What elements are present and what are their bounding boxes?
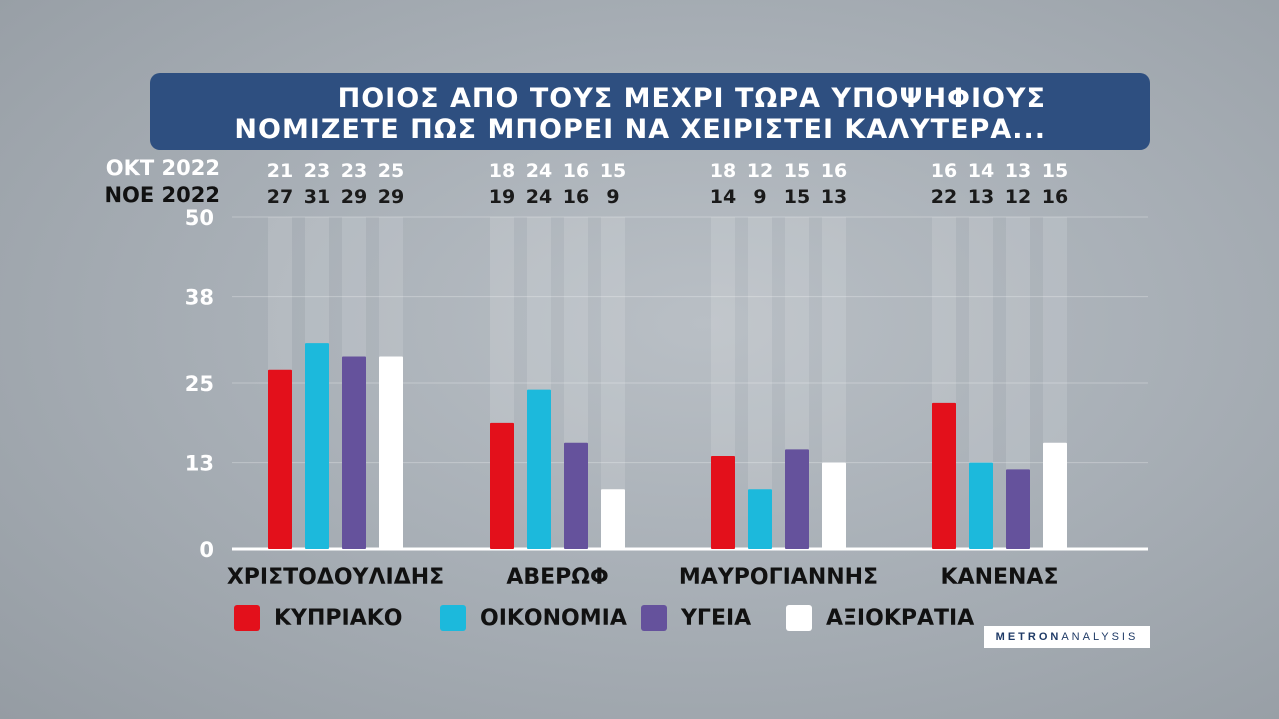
bar bbox=[932, 402, 956, 549]
nov-value-label: 9 bbox=[606, 186, 619, 208]
bar bbox=[527, 389, 551, 549]
oct-value-label: 18 bbox=[710, 160, 736, 182]
nov-value-label: 27 bbox=[267, 186, 293, 208]
oct-value-label: 15 bbox=[784, 160, 810, 182]
legend-item: ΟΙΚΟΝΟΜΙΑ bbox=[440, 604, 627, 632]
oct-value-label: 15 bbox=[600, 160, 626, 182]
logo-part-1: METRON bbox=[995, 631, 1062, 643]
bar bbox=[1043, 442, 1067, 549]
category-label: ΜΑΥΡΟΓΙΑΝΝΗΣ bbox=[678, 565, 879, 590]
bar-track bbox=[932, 217, 956, 549]
bar bbox=[305, 343, 329, 549]
bar bbox=[711, 456, 735, 549]
bar bbox=[379, 356, 403, 549]
nov-value-label: 13 bbox=[968, 186, 994, 208]
nov-value-label: 29 bbox=[341, 186, 367, 208]
bar bbox=[268, 369, 292, 549]
nov-value-label: 22 bbox=[931, 186, 957, 208]
bar-track bbox=[564, 217, 588, 549]
oct-value-label: 23 bbox=[304, 160, 330, 182]
category-label: ΧΡΙΣΤΟΔΟΥΛΙΔΗΣ bbox=[226, 565, 445, 590]
bar bbox=[1006, 469, 1030, 549]
oct-value-label: 14 bbox=[968, 160, 994, 182]
bar-track bbox=[601, 217, 625, 549]
bar-track bbox=[490, 217, 514, 549]
bar bbox=[490, 422, 514, 549]
bar bbox=[785, 449, 809, 549]
bar bbox=[601, 489, 625, 549]
oct-value-label: 13 bbox=[1005, 160, 1031, 182]
oct-value-label: 12 bbox=[747, 160, 773, 182]
nov-value-label: 31 bbox=[304, 186, 330, 208]
bar bbox=[342, 356, 366, 549]
oct-value-label: 23 bbox=[341, 160, 367, 182]
chart-title-banner: ΠΟΙΟΣ ΑΠΟ ΤΟΥΣ ΜΕΧΡΙ ΤΩΡΑ ΥΠΟΨΗΦΙΟΥΣ ΝΟΜ… bbox=[150, 73, 1150, 150]
y-tick-label: 13 bbox=[185, 452, 214, 476]
nov-value-label: 13 bbox=[821, 186, 847, 208]
bar-track bbox=[1043, 217, 1067, 549]
nov-value-label: 12 bbox=[1005, 186, 1031, 208]
oct-value-label: 16 bbox=[931, 160, 957, 182]
category-label: ΑΒΕΡΩΦ bbox=[506, 565, 609, 590]
oct-value-label: 24 bbox=[526, 160, 552, 182]
category-label: ΚΑΝΕΝΑΣ bbox=[940, 565, 1059, 590]
legend-label: ΟΙΚΟΝΟΜΙΑ bbox=[480, 605, 627, 631]
oct-value-label: 16 bbox=[821, 160, 847, 182]
legend-item: ΥΓΕΙΑ bbox=[641, 604, 751, 632]
y-tick-label: 50 bbox=[185, 206, 214, 230]
bar-track bbox=[268, 217, 292, 549]
oct-value-label: 16 bbox=[563, 160, 589, 182]
y-tick-label: 38 bbox=[185, 286, 214, 310]
bar-track bbox=[305, 217, 329, 549]
bar-track bbox=[342, 217, 366, 549]
nov-value-label: 29 bbox=[378, 186, 404, 208]
nov-value-label: 9 bbox=[753, 186, 766, 208]
legend-item: ΑΞΙΟΚΡΑΤΙΑ bbox=[786, 604, 974, 632]
bar bbox=[969, 462, 993, 549]
legend-item: ΚΥΠΡΙΑΚΟ bbox=[234, 604, 402, 632]
chart-title-line-2: ΝΟΜΙΖΕΤΕ ΠΩΣ ΜΠΟΡΕΙ ΝΑ ΧΕΙΡΙΣΤΕΙ ΚΑΛΥΤΕΡ… bbox=[234, 114, 1046, 145]
oct-value-label: 18 bbox=[489, 160, 515, 182]
nov-value-label: 14 bbox=[710, 186, 736, 208]
y-tick-label: 0 bbox=[199, 538, 214, 562]
legend-swatch bbox=[786, 605, 812, 631]
row-label-oct-2022: ΟΚΤ 2022 bbox=[105, 156, 220, 180]
nov-value-label: 16 bbox=[563, 186, 589, 208]
legend-label: ΑΞΙΟΚΡΑΤΙΑ bbox=[826, 605, 975, 631]
bar-track bbox=[379, 217, 403, 549]
nov-value-label: 19 bbox=[489, 186, 515, 208]
legend-label: ΥΓΕΙΑ bbox=[681, 605, 752, 631]
metron-analysis-logo: METRON ANALYSIS bbox=[984, 626, 1150, 648]
legend-swatch bbox=[440, 605, 466, 631]
row-label-nov-2022: ΝΟΕ 2022 bbox=[104, 183, 220, 207]
bar-track bbox=[969, 217, 993, 549]
legend-swatch bbox=[234, 605, 260, 631]
legend-swatch bbox=[641, 605, 667, 631]
nov-value-label: 16 bbox=[1042, 186, 1068, 208]
oct-value-label: 25 bbox=[378, 160, 404, 182]
legend-label: ΚΥΠΡΙΑΚΟ bbox=[274, 605, 403, 631]
oct-value-label: 21 bbox=[267, 160, 293, 182]
y-tick-label: 25 bbox=[185, 372, 214, 396]
bar-track bbox=[711, 217, 735, 549]
bar-track bbox=[748, 217, 772, 549]
nov-value-label: 15 bbox=[784, 186, 810, 208]
chart-title-line-1: ΠΟΙΟΣ ΑΠΟ ΤΟΥΣ ΜΕΧΡΙ ΤΩΡΑ ΥΠΟΨΗΦΙΟΥΣ bbox=[337, 83, 1046, 114]
nov-value-label: 24 bbox=[526, 186, 552, 208]
bar-track bbox=[527, 217, 551, 549]
bar bbox=[748, 489, 772, 549]
bar-track bbox=[822, 217, 846, 549]
logo-part-2: ANALYSIS bbox=[1061, 631, 1139, 643]
bar-track bbox=[1006, 217, 1030, 549]
bar bbox=[822, 462, 846, 549]
bar bbox=[564, 442, 588, 549]
oct-value-label: 15 bbox=[1042, 160, 1068, 182]
bar-track bbox=[785, 217, 809, 549]
